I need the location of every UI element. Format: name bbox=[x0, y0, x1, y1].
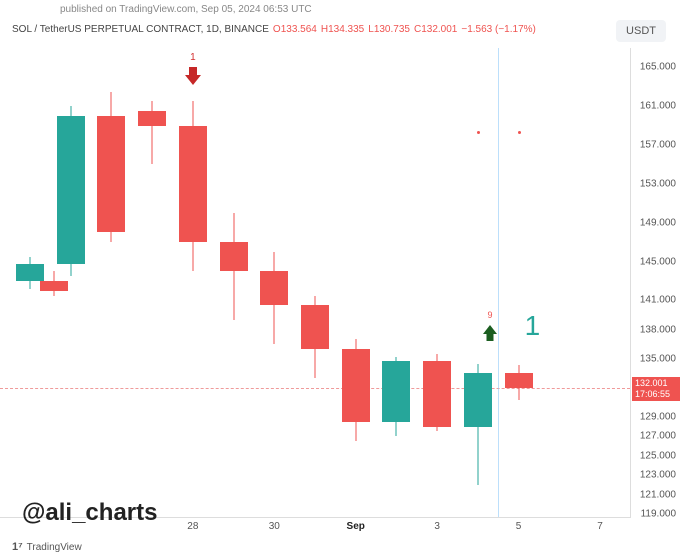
y-axis[interactable]: 119.000 121.000 123.000 125.000 127.000 129.0… bbox=[630, 48, 680, 518]
signal-count-label: 1 bbox=[525, 310, 541, 342]
y-axis-label: 123.000 bbox=[640, 470, 676, 481]
vertical-time-line bbox=[498, 48, 499, 518]
candle-body bbox=[16, 264, 44, 281]
marker-dot bbox=[477, 131, 480, 134]
signal-down-arrow-icon bbox=[185, 67, 201, 90]
y-axis-label: 161.000 bbox=[640, 101, 676, 112]
ohlc-low: L130.735 bbox=[368, 24, 410, 35]
x-axis-label: 3 bbox=[434, 521, 440, 532]
candle-body bbox=[138, 111, 166, 126]
y-axis-label: 127.000 bbox=[640, 431, 676, 442]
x-axis-label: 7 bbox=[597, 521, 603, 532]
candle-body bbox=[382, 361, 410, 422]
x-axis-label: 30 bbox=[269, 521, 280, 532]
marker-dot bbox=[518, 131, 521, 134]
candle-body bbox=[57, 116, 85, 264]
x-axis-label: 28 bbox=[187, 521, 198, 532]
ohlc-close: C132.001 bbox=[414, 24, 457, 35]
candle-body bbox=[40, 281, 68, 291]
candle-body bbox=[342, 349, 370, 422]
y-axis-label: 157.000 bbox=[640, 140, 676, 151]
y-axis-label: 138.000 bbox=[640, 324, 676, 335]
candlestick-chart[interactable]: 1 9 1 bbox=[0, 48, 630, 518]
candle-body bbox=[260, 271, 288, 305]
symbol-name: SOL / TetherUS PERPETUAL CONTRACT, 1D, B… bbox=[12, 24, 269, 35]
y-axis-label: 149.000 bbox=[640, 217, 676, 228]
tradingview-footer: 1⁷ TradingView bbox=[12, 541, 82, 553]
candle-body bbox=[423, 361, 451, 427]
candle-body bbox=[301, 305, 329, 349]
y-axis-label: 119.000 bbox=[641, 509, 676, 520]
publish-info: published on TradingView.com, Sep 05, 20… bbox=[60, 4, 312, 15]
ohlc-open: O133.564 bbox=[273, 24, 317, 35]
signal-down-label: 1 bbox=[190, 52, 196, 63]
y-axis-label: 121.000 bbox=[640, 489, 676, 500]
y-axis-label: 125.000 bbox=[640, 450, 676, 461]
y-axis-label: 145.000 bbox=[640, 256, 676, 267]
ohlc-change: −1.563 (−1.17%) bbox=[461, 24, 536, 35]
signal-up-arrow-icon bbox=[483, 325, 497, 346]
ohlc-high: H134.335 bbox=[321, 24, 364, 35]
candle-body bbox=[97, 116, 125, 233]
x-axis-label: 5 bbox=[516, 521, 522, 532]
current-price-line bbox=[0, 388, 630, 389]
y-axis-label: 141.000 bbox=[640, 295, 676, 306]
candle-body bbox=[505, 373, 533, 388]
watermark: @ali_charts bbox=[22, 499, 157, 527]
y-axis-label: 135.000 bbox=[640, 353, 676, 364]
candle-body bbox=[179, 126, 207, 243]
tradingview-logo-icon: 1⁷ bbox=[12, 541, 23, 553]
candle-body bbox=[220, 242, 248, 271]
candle-body bbox=[464, 373, 492, 426]
currency-button[interactable]: USDT bbox=[616, 20, 666, 42]
y-axis-label: 153.000 bbox=[640, 178, 676, 189]
signal-up-label: 9 bbox=[488, 310, 493, 320]
y-axis-label: 165.000 bbox=[640, 62, 676, 73]
symbol-info-bar: SOL / TetherUS PERPETUAL CONTRACT, 1D, B… bbox=[12, 24, 536, 35]
current-price-tag: 132.00117:06:55 bbox=[632, 377, 680, 401]
y-axis-label: 129.000 bbox=[640, 411, 676, 422]
x-axis-label: Sep bbox=[347, 521, 365, 532]
tradingview-label: TradingView bbox=[27, 542, 82, 553]
